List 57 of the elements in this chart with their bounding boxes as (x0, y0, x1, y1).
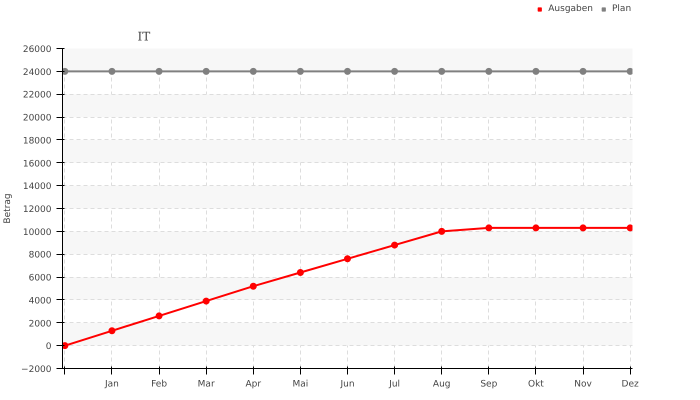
point (62, 68, 68, 75)
y-tick-label: 12000 (22, 205, 52, 215)
y-tick-label: 24000 (22, 68, 52, 78)
point (344, 68, 351, 75)
point (344, 255, 351, 262)
point (580, 224, 587, 232)
point (626, 224, 632, 232)
y-tick-label: 18000 (22, 136, 52, 146)
point (156, 68, 163, 75)
point (62, 342, 68, 350)
point (626, 68, 632, 75)
point (296, 269, 304, 276)
y-tick-label: 8000 (28, 250, 52, 261)
x-tick-label: Nov (574, 380, 592, 390)
y-tick-label: 26000 (22, 45, 52, 55)
point (532, 68, 540, 75)
point (202, 68, 210, 75)
y-tick-label: 20000 (22, 114, 52, 124)
y-tick-label: 10000 (22, 228, 52, 238)
point (580, 68, 587, 75)
point (250, 282, 257, 290)
point (485, 224, 492, 232)
point (156, 312, 163, 320)
x-tick-label: Mar (198, 380, 215, 390)
point (250, 68, 257, 75)
y-tick-label: 4000 (28, 296, 52, 306)
chart-title: IT (138, 30, 150, 44)
point (391, 68, 398, 75)
x-tick-label: Jul (388, 380, 400, 390)
y-tick-label: 6000 (28, 274, 52, 284)
y-tick-label: 2000 (28, 319, 52, 330)
y-tick-label: 22000 (22, 90, 52, 101)
x-tick-label: Apr (246, 380, 262, 390)
point (391, 242, 398, 249)
point (438, 68, 446, 75)
x-tick-label: Jun (339, 380, 355, 390)
y-axis-title: Betrag (3, 193, 14, 224)
point (438, 228, 446, 235)
point (296, 68, 304, 75)
y-tick-label: 14000 (22, 182, 52, 192)
point (108, 68, 116, 75)
point (485, 68, 492, 75)
point (108, 327, 116, 334)
x-tick-label: Aug (432, 380, 451, 390)
y-tick-label: 0 (46, 342, 52, 352)
point (532, 224, 540, 232)
x-tick-label: Mai (292, 380, 308, 390)
point (202, 298, 210, 305)
legend-label: Plan (612, 4, 632, 14)
y-tick-label: 16000 (22, 159, 52, 170)
legend-label: Ausgaben (548, 4, 593, 14)
y-tick-label: −2000 (21, 365, 52, 375)
x-tick-label: Feb (151, 380, 168, 390)
x-tick-label: Dez (622, 380, 640, 390)
x-tick-label: Jan (104, 380, 119, 390)
x-tick-label: Okt (528, 380, 544, 390)
x-tick-label: Sep (480, 380, 498, 390)
